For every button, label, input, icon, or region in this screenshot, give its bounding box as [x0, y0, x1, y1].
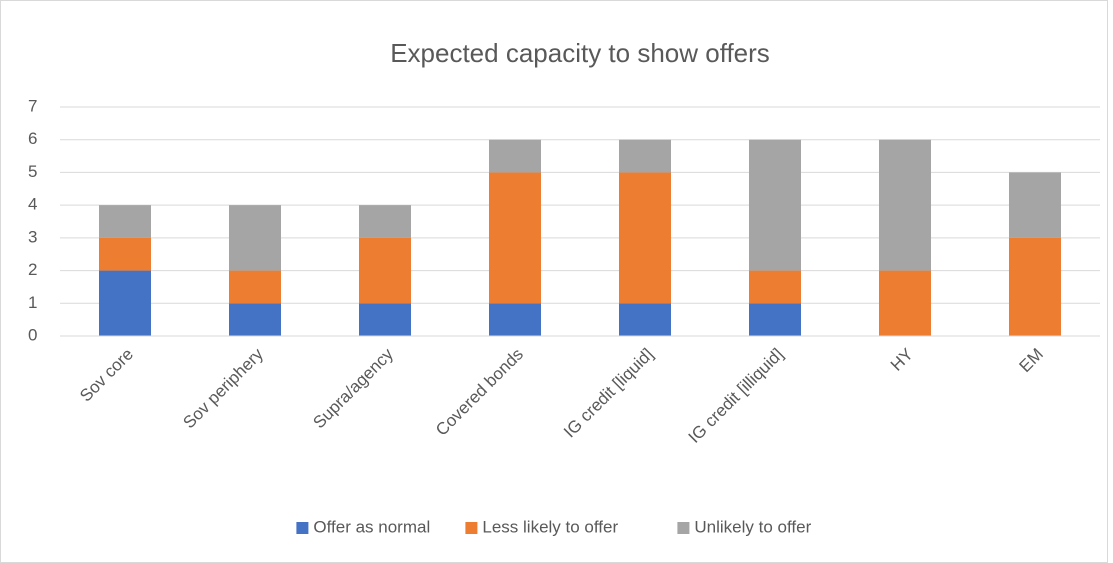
bar-segment	[879, 270, 931, 336]
legend-label: Offer as normal	[313, 517, 430, 536]
bar-segment	[99, 270, 151, 336]
bar-segment	[99, 205, 151, 238]
legend-label: Less likely to offer	[482, 517, 618, 536]
bar-segment	[229, 303, 281, 336]
bar-segment	[749, 303, 801, 336]
bar-segment	[619, 303, 671, 336]
y-tick-label: 7	[28, 96, 37, 115]
bar-segment	[229, 270, 281, 304]
y-tick-label: 0	[28, 325, 37, 344]
bar-segment	[489, 172, 541, 304]
y-tick-label: 3	[28, 227, 37, 246]
bar-segment	[359, 303, 411, 336]
bar-segment	[1009, 172, 1061, 238]
chart-title: Expected capacity to show offers	[390, 38, 770, 68]
y-tick-label: 5	[28, 162, 37, 181]
bar-segment	[359, 237, 411, 304]
bar-segment	[489, 139, 541, 173]
bar-segment	[619, 172, 671, 304]
legend-swatch	[465, 522, 478, 534]
bar-segment	[359, 205, 411, 238]
bar-segment	[489, 303, 541, 336]
bar-segment	[879, 139, 931, 271]
bar-segment	[99, 237, 151, 271]
bar-segment	[229, 205, 281, 271]
legend-swatch	[677, 522, 690, 534]
bar-segment	[1009, 237, 1061, 336]
y-tick-label: 6	[28, 129, 37, 148]
legend-label: Unlikely to offer	[694, 517, 811, 536]
y-tick-label: 2	[28, 260, 37, 279]
y-tick-label: 1	[28, 293, 37, 312]
legend-swatch	[296, 522, 309, 534]
bar-segment	[749, 270, 801, 304]
bar-segment	[749, 139, 801, 271]
bar-segment	[619, 139, 671, 173]
y-tick-label: 4	[28, 195, 37, 214]
